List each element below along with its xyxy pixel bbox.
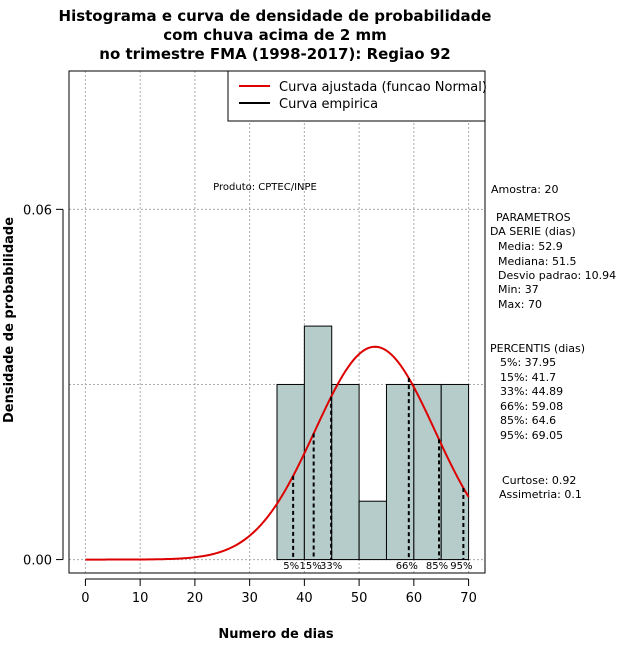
curve-layer (85, 345, 470, 561)
stat-p95: 95%: 69.05 (500, 429, 563, 442)
stat-p66: 66%: 59.08 (500, 400, 563, 413)
stat-parametros-heading-2: DA SERIE (dias) (490, 225, 576, 238)
percentile-label: 5% (283, 561, 299, 572)
histogram-bar (358, 500, 387, 561)
stat-p85: 85%: 64.6 (500, 414, 556, 427)
legend-fit-label: Curva ajustada (funcao Normal) (279, 80, 487, 95)
stat-p5: 5%: 37.95 (500, 356, 556, 369)
x-tick-label: 10 (132, 591, 149, 606)
stat-amostra: Amostra: 20 (491, 183, 558, 196)
stat-min: Min: 37 (498, 283, 539, 296)
x-tick-label: 40 (296, 591, 313, 606)
y-axis-title: Densidade de probabilidade (2, 217, 17, 423)
x-tick-label: 70 (460, 591, 477, 606)
histogram-bar (413, 383, 442, 561)
legend-empirical-label: Curva empirica (279, 97, 378, 112)
percentile-label: 66% (396, 561, 418, 572)
x-axis-title: Numero de dias (218, 627, 334, 642)
percentile-label: 15% (300, 561, 322, 572)
stat-p33: 33%: 44.89 (500, 385, 563, 398)
axis-layer: 0 10 20 30 40 50 60 70 0.00 0.06 (23, 203, 477, 606)
x-tick-label: 50 (351, 591, 368, 606)
y-tick-label: 0.00 (23, 554, 52, 569)
stat-percentis-heading: PERCENTIS (dias) (490, 342, 585, 355)
chart-title-line2: com chuva acima de 2 mm (163, 26, 387, 44)
legend: Curva ajustada (funcao Normal) Curva emp… (227, 70, 487, 122)
stat-curtose: Curtose: 0.92 (502, 474, 576, 487)
y-tick-label: 0.06 (23, 203, 52, 218)
histogram-bar (276, 383, 305, 561)
percentile-label: 85% (426, 561, 448, 572)
stats-panel: Amostra: 20 PARAMETROS DA SERIE (dias) M… (490, 183, 616, 501)
stat-mediana: Mediana: 51.5 (498, 255, 576, 268)
x-tick-label: 0 (81, 591, 89, 606)
x-tick-label: 60 (406, 591, 423, 606)
x-tick-label: 30 (241, 591, 258, 606)
stat-p15: 15%: 41.7 (500, 371, 556, 384)
chart-title-line1: Histograma e curva de densidade de proba… (59, 7, 492, 25)
legend-box (227, 70, 486, 122)
percentile-label: 95% (450, 561, 472, 572)
percentile-layer: 5% 15%33% 66% 85% 95% (283, 378, 472, 572)
chart-title-line3: no trimestre FMA (1998-2017): Regiao 92 (99, 45, 450, 63)
stat-assimetria: Assimetria: 0.1 (499, 488, 582, 501)
stat-media: Media: 52.9 (498, 240, 563, 253)
histogram-bar (331, 383, 360, 561)
stat-max: Max: 70 (498, 298, 542, 311)
x-tick-label: 20 (187, 591, 204, 606)
product-label: Produto: CPTEC/INPE (213, 182, 317, 193)
normal-fit-curve (85, 345, 470, 561)
percentile-label: 33% (320, 561, 342, 572)
stat-parametros-heading-1: PARAMETROS (496, 211, 571, 224)
stat-desvio: Desvio padrao: 10.94 (498, 269, 616, 282)
